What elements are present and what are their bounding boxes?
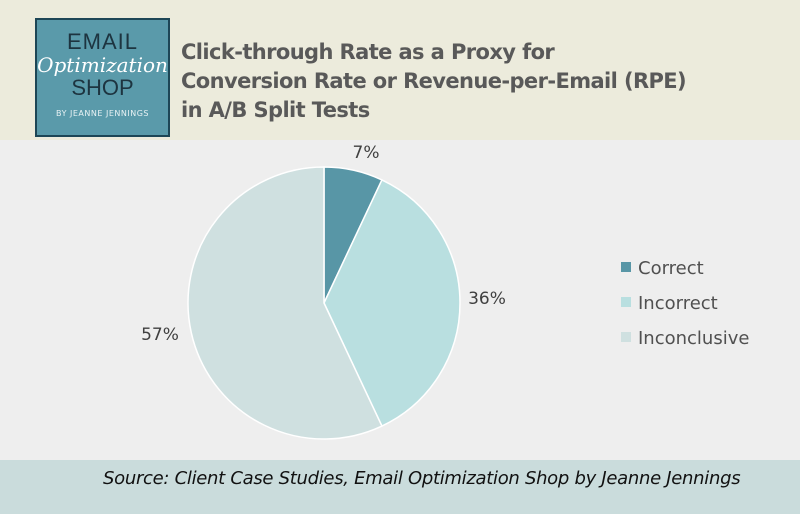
footer-band (0, 460, 800, 514)
legend-swatch (621, 262, 631, 272)
logo-text: EMAIL (66, 29, 139, 54)
pie-slice-incorrect (323, 178, 461, 428)
data-label: 36% (468, 289, 506, 309)
legend-swatch (621, 297, 631, 307)
logo-text: SHOP (71, 75, 134, 100)
title-line: Click-through Rate as a Proxy for (181, 40, 555, 64)
legend-label: Correct (638, 258, 704, 279)
data-label: 7% (353, 143, 380, 163)
title-line: Conversion Rate or Revenue-per-Email (RP… (181, 69, 687, 93)
legend-swatch (621, 332, 631, 342)
pie-slice-inconclusive (187, 166, 383, 440)
source-note: Source: Client Case Studies, Email Optim… (103, 468, 741, 489)
legend-label: Inconclusive (638, 328, 749, 349)
chart-title: Click-through Rate as a Proxy for Conver… (181, 38, 687, 125)
title-line: in A/B Split Tests (181, 98, 370, 122)
data-label: 57% (141, 325, 179, 345)
legend-label: Incorrect (638, 293, 718, 314)
logo-text: Optimization (37, 53, 168, 77)
logo-text: BY JEANNE JENNINGS (56, 109, 149, 118)
logo: EMAIL Optimization SHOP BY JEANNE JENNIN… (35, 18, 170, 137)
